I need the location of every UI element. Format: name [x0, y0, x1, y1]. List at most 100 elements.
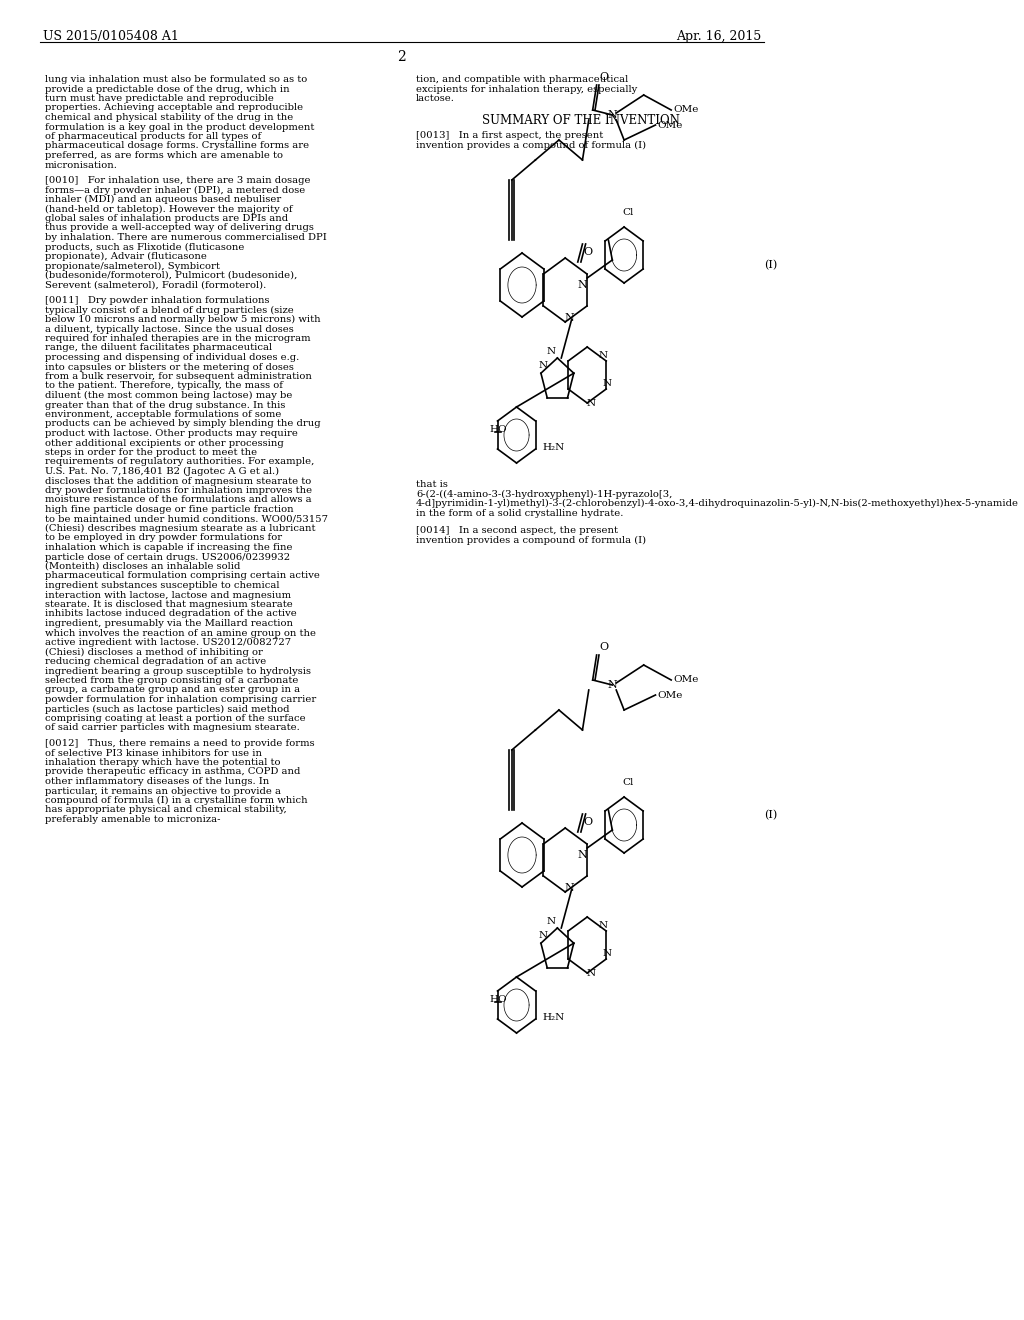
Text: moisture resistance of the formulations and allows a: moisture resistance of the formulations …	[45, 495, 311, 504]
Text: inhalation therapy which have the potential to: inhalation therapy which have the potent…	[45, 758, 281, 767]
Text: (I): (I)	[764, 260, 777, 271]
Text: diluent (the most common being lactose) may be: diluent (the most common being lactose) …	[45, 391, 292, 400]
Text: N: N	[564, 883, 574, 894]
Text: comprising coating at least a portion of the surface: comprising coating at least a portion of…	[45, 714, 305, 723]
Text: HO: HO	[489, 995, 507, 1005]
Text: requirements of regulatory authorities. For example,: requirements of regulatory authorities. …	[45, 458, 314, 466]
Text: invention provides a compound of formula (I): invention provides a compound of formula…	[416, 536, 646, 545]
Text: N: N	[587, 399, 596, 408]
Text: group, a carbamate group and an ester group in a: group, a carbamate group and an ester gr…	[45, 685, 300, 694]
Text: of pharmaceutical products for all types of: of pharmaceutical products for all types…	[45, 132, 261, 141]
Text: preferably amenable to microniza-: preferably amenable to microniza-	[45, 814, 220, 824]
Text: N: N	[602, 949, 611, 957]
Text: [0013]   In a first aspect, the present: [0013] In a first aspect, the present	[416, 131, 603, 140]
Text: greater than that of the drug substance. In this: greater than that of the drug substance.…	[45, 400, 285, 409]
Text: [0010]   For inhalation use, there are 3 main dosage: [0010] For inhalation use, there are 3 m…	[45, 176, 310, 185]
Text: N: N	[539, 931, 548, 940]
Text: pharmaceutical dosage forms. Crystalline forms are: pharmaceutical dosage forms. Crystalline…	[45, 141, 309, 150]
Text: N: N	[578, 850, 588, 861]
Text: O: O	[599, 73, 608, 82]
Text: HO: HO	[489, 425, 507, 434]
Text: preferred, as are forms which are amenable to: preferred, as are forms which are amenab…	[45, 150, 283, 160]
Text: processing and dispensing of individual doses e.g.: processing and dispensing of individual …	[45, 352, 299, 362]
Text: other additional excipients or other processing: other additional excipients or other pro…	[45, 438, 284, 447]
Text: to be maintained under humid conditions. WO00/53157: to be maintained under humid conditions.…	[45, 515, 328, 524]
Text: N: N	[587, 969, 596, 978]
Text: required for inhaled therapies are in the microgram: required for inhaled therapies are in th…	[45, 334, 310, 343]
Text: propionate/salmeterol), Symbicort: propionate/salmeterol), Symbicort	[45, 261, 219, 271]
Text: invention provides a compound of formula (I): invention provides a compound of formula…	[416, 140, 646, 149]
Text: OMe: OMe	[657, 120, 683, 129]
Text: to the patient. Therefore, typically, the mass of: to the patient. Therefore, typically, th…	[45, 381, 283, 391]
Text: products can be achieved by simply blending the drug: products can be achieved by simply blend…	[45, 420, 321, 429]
Text: OMe: OMe	[674, 106, 699, 115]
Text: N: N	[547, 347, 556, 356]
Text: (Chiesi) discloses a method of inhibiting or: (Chiesi) discloses a method of inhibitin…	[45, 648, 262, 656]
Text: chemical and physical stability of the drug in the: chemical and physical stability of the d…	[45, 114, 293, 121]
Text: particular, it remains an objective to provide a: particular, it remains an objective to p…	[45, 787, 281, 796]
Text: dry powder formulations for inhalation improves the: dry powder formulations for inhalation i…	[45, 486, 312, 495]
Text: in the form of a solid crystalline hydrate.: in the form of a solid crystalline hydra…	[416, 508, 624, 517]
Text: propionate), Advair (fluticasone: propionate), Advair (fluticasone	[45, 252, 207, 261]
Text: Cl: Cl	[623, 209, 634, 216]
Text: U.S. Pat. No. 7,186,401 B2 (Jagotec A G et al.): U.S. Pat. No. 7,186,401 B2 (Jagotec A G …	[45, 467, 279, 477]
Text: micronisation.: micronisation.	[45, 161, 118, 169]
Text: (budesonide/formoterol), Pulmicort (budesonide),: (budesonide/formoterol), Pulmicort (bude…	[45, 271, 297, 280]
Text: (Chiesi) describes magnesium stearate as a lubricant: (Chiesi) describes magnesium stearate as…	[45, 524, 315, 533]
Text: turn must have predictable and reproducible: turn must have predictable and reproduci…	[45, 94, 273, 103]
Text: inhaler (MDI) and an aqueous based nebuliser: inhaler (MDI) and an aqueous based nebul…	[45, 195, 281, 205]
Text: N: N	[602, 379, 611, 388]
Text: ingredient, presumably via the Maillard reaction: ingredient, presumably via the Maillard …	[45, 619, 293, 628]
Text: (Monteith) discloses an inhalable solid: (Monteith) discloses an inhalable solid	[45, 562, 240, 572]
Text: which involves the reaction of an amine group on the: which involves the reaction of an amine …	[45, 628, 315, 638]
Text: lung via inhalation must also be formulated so as to: lung via inhalation must also be formula…	[45, 75, 307, 84]
Text: inhibits lactose induced degradation of the active: inhibits lactose induced degradation of …	[45, 610, 297, 619]
Text: by inhalation. There are numerous commercialised DPI: by inhalation. There are numerous commer…	[45, 234, 327, 242]
Text: tion, and compatible with pharmaceutical: tion, and compatible with pharmaceutical	[416, 75, 629, 84]
Text: range, the diluent facilitates pharmaceutical: range, the diluent facilitates pharmaceu…	[45, 343, 271, 352]
Text: ingredient substances susceptible to chemical: ingredient substances susceptible to che…	[45, 581, 280, 590]
Text: Apr. 16, 2015: Apr. 16, 2015	[676, 30, 762, 44]
Text: 4-d]pyrimidin-1-yl)methyl)-3-(2-chlorobenzyl)-4-oxo-3,4-dihydroquinazolin-5-yl)-: 4-d]pyrimidin-1-yl)methyl)-3-(2-chlorobe…	[416, 499, 1019, 508]
Text: provide therapeutic efficacy in asthma, COPD and: provide therapeutic efficacy in asthma, …	[45, 767, 300, 776]
Text: other inflammatory diseases of the lungs. In: other inflammatory diseases of the lungs…	[45, 777, 269, 785]
Text: N: N	[578, 280, 588, 290]
Text: thus provide a well-accepted way of delivering drugs: thus provide a well-accepted way of deli…	[45, 223, 313, 232]
Text: N: N	[598, 351, 607, 359]
Text: powder formulation for inhalation comprising carrier: powder formulation for inhalation compri…	[45, 696, 316, 704]
Text: properties. Achieving acceptable and reproducible: properties. Achieving acceptable and rep…	[45, 103, 303, 112]
Text: (I): (I)	[764, 810, 777, 820]
Text: ingredient bearing a group susceptible to hydrolysis: ingredient bearing a group susceptible t…	[45, 667, 310, 676]
Text: (hand-held or tabletop). However the majority of: (hand-held or tabletop). However the maj…	[45, 205, 293, 214]
Text: US 2015/0105408 A1: US 2015/0105408 A1	[43, 30, 179, 44]
Text: Serevent (salmeterol), Foradil (formoterol).: Serevent (salmeterol), Foradil (formoter…	[45, 281, 266, 289]
Text: active ingredient with lactose. US2012/0082727: active ingredient with lactose. US2012/0…	[45, 638, 291, 647]
Text: reducing chemical degradation of an active: reducing chemical degradation of an acti…	[45, 657, 266, 667]
Text: Cl: Cl	[623, 777, 634, 787]
Text: of selective PI3 kinase inhibitors for use in: of selective PI3 kinase inhibitors for u…	[45, 748, 262, 758]
Text: forms—a dry powder inhaler (DPI), a metered dose: forms—a dry powder inhaler (DPI), a mete…	[45, 186, 305, 194]
Text: N: N	[564, 313, 574, 323]
Text: O: O	[584, 817, 593, 828]
Text: of said carrier particles with magnesium stearate.: of said carrier particles with magnesium…	[45, 723, 299, 733]
Text: O: O	[584, 247, 593, 257]
Text: discloses that the addition of magnesium stearate to: discloses that the addition of magnesium…	[45, 477, 311, 486]
Text: particles (such as lactose particles) said method: particles (such as lactose particles) sa…	[45, 705, 289, 714]
Text: formulation is a key goal in the product development: formulation is a key goal in the product…	[45, 123, 314, 132]
Text: steps in order for the product to meet the: steps in order for the product to meet t…	[45, 447, 257, 457]
Text: H₂N: H₂N	[543, 1014, 564, 1023]
Text: [0011]   Dry powder inhalation formulations: [0011] Dry powder inhalation formulation…	[45, 296, 269, 305]
Text: compound of formula (I) in a crystalline form which: compound of formula (I) in a crystalline…	[45, 796, 307, 805]
Text: SUMMARY OF THE INVENTION: SUMMARY OF THE INVENTION	[482, 114, 680, 127]
Text: N: N	[598, 920, 607, 929]
Text: that is: that is	[416, 480, 447, 488]
Text: 2: 2	[397, 50, 407, 63]
Text: N: N	[607, 680, 617, 690]
Text: selected from the group consisting of a carbonate: selected from the group consisting of a …	[45, 676, 298, 685]
Text: typically consist of a blend of drug particles (size: typically consist of a blend of drug par…	[45, 305, 294, 314]
Text: a diluent, typically lactose. Since the usual doses: a diluent, typically lactose. Since the …	[45, 325, 294, 334]
Text: to be employed in dry powder formulations for: to be employed in dry powder formulation…	[45, 533, 282, 543]
Text: product with lactose. Other products may require: product with lactose. Other products may…	[45, 429, 298, 438]
Text: N: N	[539, 360, 548, 370]
Text: global sales of inhalation products are DPIs and: global sales of inhalation products are …	[45, 214, 288, 223]
